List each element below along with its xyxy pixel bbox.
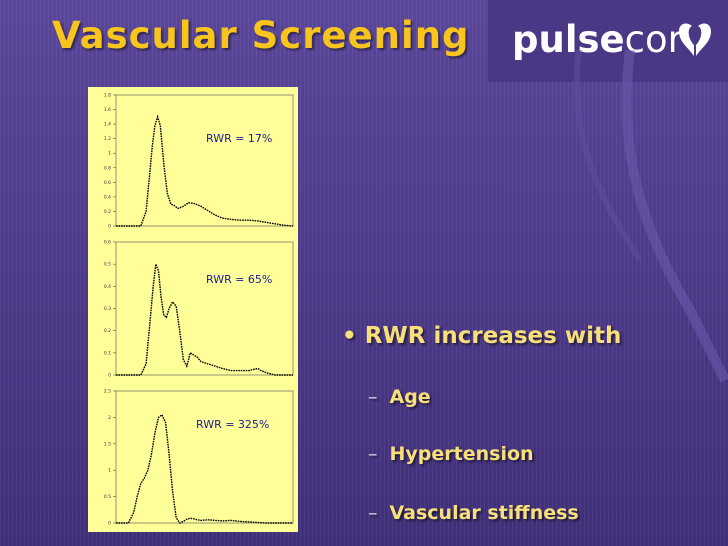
y-tick-label: 1	[108, 468, 111, 474]
y-tick-label: 1.6	[104, 107, 111, 113]
bullet-marker: •	[342, 323, 357, 349]
sub-bullet-text: Age	[389, 386, 431, 408]
pulsecor-logo: pulsecor	[512, 18, 683, 61]
plot-frame	[115, 390, 294, 524]
waveform-line	[116, 261, 293, 376]
y-tick-label: 0.6	[104, 240, 111, 246]
sub-bullet-hypertension: – Hypertension	[368, 443, 534, 465]
y-tick-label: 0	[108, 373, 111, 379]
y-tick-label: 0.5	[104, 494, 111, 500]
plot-frame	[115, 94, 294, 227]
y-tick-label: 2.5	[104, 389, 111, 395]
rwr-annotation: RWR = 17%	[206, 132, 272, 145]
bullet-main-text: RWR increases with	[364, 323, 622, 349]
y-tick-label: 1.8	[104, 93, 111, 99]
y-tick-label: 0.4	[104, 284, 111, 290]
bullet-rwr-increases: • RWR increases with	[342, 323, 621, 349]
sub-bullet-text: Vascular stiffness	[389, 502, 579, 524]
rwr-annotation: RWR = 65%	[206, 273, 272, 286]
waveform-line	[116, 413, 293, 524]
chart-background	[88, 87, 298, 235]
sub-bullet-age: – Age	[368, 386, 431, 408]
y-tick-label: 1.4	[104, 122, 111, 128]
sub-bullet-text: Hypertension	[389, 443, 534, 465]
y-tick-label: 0	[108, 521, 111, 527]
chart-3: 0 0.5 1 1.5 2 2.5 RWR = 325%	[88, 381, 298, 532]
y-tick-label: 0.1	[104, 350, 111, 356]
chart-1: 0 0.2 0.4 0.6 0.8 1 1.2 1.4 1.6 1.8 RWR = 17%	[88, 87, 298, 235]
y-tick-label: 0	[108, 224, 111, 230]
chart-background	[88, 381, 298, 532]
heart-leaf-icon	[679, 23, 711, 56]
y-tick-label: 0.5	[104, 262, 111, 268]
logo-text-bold: pulse	[512, 18, 625, 61]
y-tick-label: 0.8	[104, 165, 111, 171]
sub-bullet-vascular-stiffness: – Vascular stiffness	[368, 502, 579, 524]
sub-bullet-dash: –	[368, 386, 378, 408]
rwr-annotation: RWR = 325%	[196, 418, 269, 431]
sub-bullet-dash: –	[368, 502, 378, 524]
y-tick-label: 0.4	[104, 194, 111, 200]
y-tick-label: 1.2	[104, 136, 111, 142]
decorative-swoosh	[573, 50, 728, 383]
waveform-line	[116, 114, 294, 227]
sub-bullet-dash: –	[368, 443, 378, 465]
slide-title: Vascular Screening	[52, 14, 470, 57]
y-tick-label: 1.5	[104, 441, 111, 447]
y-tick-label: 0.2	[104, 328, 111, 334]
y-tick-label: 1	[108, 151, 111, 157]
y-tick-label: 0.3	[104, 306, 111, 312]
y-tick-label: 0.2	[104, 209, 111, 215]
chart-background	[88, 235, 298, 381]
chart-2: 0 0.1 0.2 0.3 0.4 0.5 0.6 RWR = 65%	[88, 235, 298, 381]
y-tick-label: 2	[108, 415, 111, 421]
y-tick-label: 0.6	[104, 180, 111, 186]
